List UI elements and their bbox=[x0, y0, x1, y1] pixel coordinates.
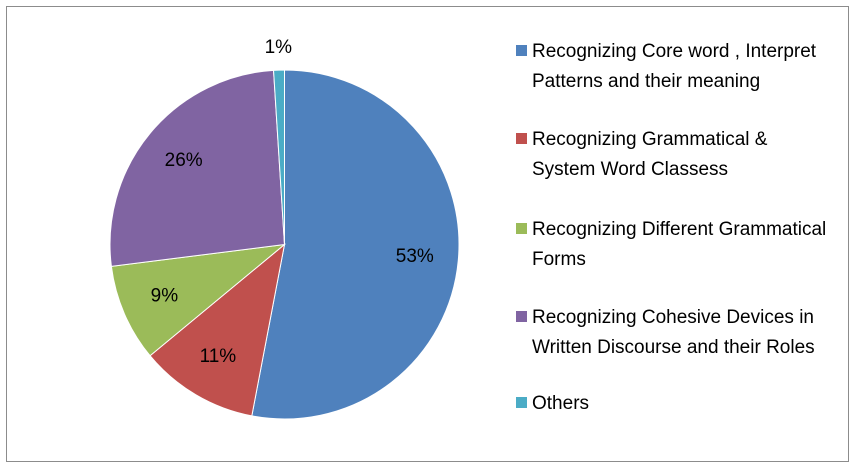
legend-swatch bbox=[516, 45, 527, 56]
data-label: 53% bbox=[396, 246, 434, 267]
data-label: 1% bbox=[265, 37, 293, 58]
chart-frame bbox=[6, 6, 849, 462]
data-label: 26% bbox=[165, 150, 203, 171]
data-label: 11% bbox=[200, 346, 237, 367]
pie-slice bbox=[110, 243, 287, 357]
pie-slice bbox=[109, 69, 286, 267]
legend-label: Recognizing Core word , Interpret Patter… bbox=[532, 41, 817, 92]
legend-swatch bbox=[516, 311, 527, 322]
pie-slice bbox=[149, 243, 286, 417]
legend-label: Others bbox=[532, 393, 590, 414]
legend-swatch bbox=[516, 223, 527, 234]
legend-label: Recognizing Grammatical & System Word Cl… bbox=[532, 129, 768, 180]
legend-label: Recognizing Cohesive Devices in Written … bbox=[532, 307, 815, 358]
pie-slice bbox=[251, 69, 460, 420]
legend-label: Recognizing Different Grammatical Forms bbox=[532, 219, 827, 270]
pie-slice bbox=[273, 69, 285, 245]
legend-swatch bbox=[516, 133, 527, 144]
legend-swatch bbox=[516, 397, 527, 408]
data-label: 9% bbox=[151, 285, 179, 306]
